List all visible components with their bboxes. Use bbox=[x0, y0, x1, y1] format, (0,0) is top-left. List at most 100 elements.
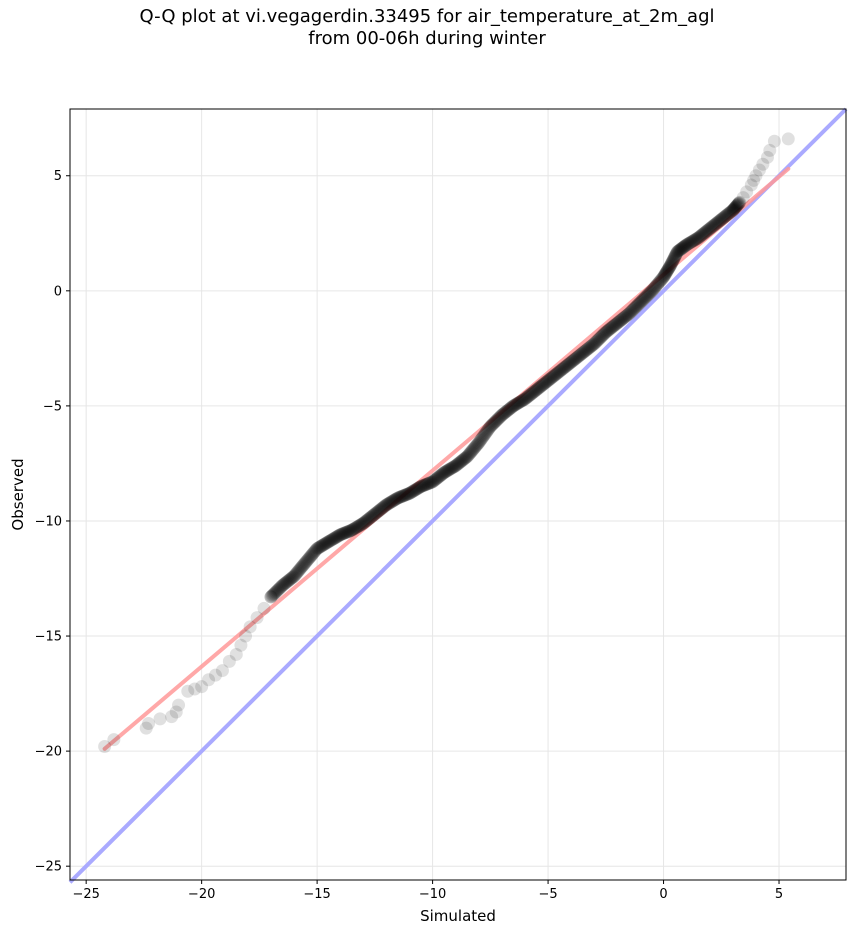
data-point bbox=[395, 489, 409, 503]
data-point bbox=[667, 251, 681, 265]
data-point bbox=[454, 454, 468, 468]
data-point bbox=[419, 477, 433, 491]
data-point bbox=[411, 481, 425, 495]
data-point bbox=[593, 331, 607, 345]
data-point bbox=[389, 492, 403, 506]
data-point bbox=[644, 285, 658, 299]
data-point bbox=[763, 143, 777, 157]
data-point bbox=[608, 318, 622, 332]
data-point bbox=[628, 301, 642, 315]
data-point bbox=[380, 497, 394, 511]
data-point bbox=[270, 584, 284, 598]
fit-line bbox=[102, 166, 791, 751]
data-point bbox=[704, 220, 718, 234]
data-point bbox=[384, 495, 398, 509]
data-point bbox=[665, 256, 679, 270]
data-point bbox=[671, 244, 685, 258]
data-point bbox=[637, 292, 651, 306]
data-point bbox=[490, 413, 504, 427]
chart-title: Q-Q plot at vi.vegagerdin.33495 for air_… bbox=[0, 6, 854, 50]
data-point bbox=[500, 404, 514, 418]
data-point bbox=[531, 381, 545, 395]
data-point bbox=[229, 647, 243, 661]
data-point bbox=[388, 493, 402, 507]
data-point bbox=[322, 535, 336, 549]
data-point bbox=[434, 468, 448, 482]
data-point bbox=[305, 548, 319, 562]
data-point bbox=[301, 552, 315, 566]
data-point bbox=[459, 451, 473, 465]
data-point bbox=[313, 540, 327, 554]
data-point bbox=[286, 570, 300, 584]
data-point bbox=[344, 524, 358, 538]
data-point bbox=[482, 422, 496, 436]
data-point bbox=[365, 510, 379, 524]
data-point bbox=[341, 524, 355, 538]
data-point bbox=[724, 205, 738, 219]
data-point bbox=[657, 269, 671, 283]
data-point bbox=[665, 255, 679, 269]
data-point bbox=[405, 485, 419, 499]
data-point bbox=[648, 280, 662, 294]
data-point bbox=[729, 199, 743, 213]
data-point bbox=[450, 457, 464, 471]
data-point bbox=[444, 462, 458, 476]
data-point bbox=[279, 576, 293, 590]
data-point bbox=[294, 561, 308, 575]
data-point bbox=[674, 242, 688, 256]
data-point bbox=[378, 499, 392, 513]
data-point bbox=[478, 427, 492, 441]
data-point bbox=[730, 198, 744, 212]
data-point bbox=[476, 430, 490, 444]
data-point bbox=[756, 157, 770, 171]
data-point bbox=[266, 588, 280, 602]
data-point bbox=[357, 516, 371, 530]
x-tick-label: −15 bbox=[303, 887, 330, 902]
data-point bbox=[373, 503, 387, 517]
data-point bbox=[304, 549, 318, 563]
data-point bbox=[407, 484, 421, 498]
data-point bbox=[714, 212, 728, 226]
data-point bbox=[491, 412, 505, 426]
data-point bbox=[550, 366, 564, 380]
data-point bbox=[346, 523, 360, 537]
data-point bbox=[466, 443, 480, 457]
data-point bbox=[529, 383, 543, 397]
data-point bbox=[567, 353, 581, 367]
data-point bbox=[525, 387, 539, 401]
data-point bbox=[567, 353, 581, 367]
data-point bbox=[680, 237, 694, 251]
data-point bbox=[703, 222, 717, 236]
data-point bbox=[453, 455, 467, 469]
data-point bbox=[293, 562, 307, 576]
data-point bbox=[719, 209, 733, 223]
data-point bbox=[287, 569, 301, 583]
data-point bbox=[767, 134, 781, 148]
data-point bbox=[596, 328, 610, 342]
data-point bbox=[387, 493, 401, 507]
data-point bbox=[638, 291, 652, 305]
data-point bbox=[327, 531, 341, 545]
data-point bbox=[617, 311, 631, 325]
data-point bbox=[366, 508, 380, 522]
data-point bbox=[342, 524, 356, 538]
data-point bbox=[568, 352, 582, 366]
data-point bbox=[398, 488, 412, 502]
data-point bbox=[694, 228, 708, 242]
data-point bbox=[391, 491, 405, 505]
data-point bbox=[526, 385, 540, 399]
data-point bbox=[537, 377, 551, 391]
data-point bbox=[634, 295, 648, 309]
data-point bbox=[285, 571, 299, 585]
data-point bbox=[623, 306, 637, 320]
data-point bbox=[521, 389, 535, 403]
data-point bbox=[699, 224, 713, 238]
data-point bbox=[565, 355, 579, 369]
data-point bbox=[709, 217, 723, 231]
data-point bbox=[685, 234, 699, 248]
data-point bbox=[563, 356, 577, 370]
data-point bbox=[304, 548, 318, 562]
data-point bbox=[663, 259, 677, 273]
data-point bbox=[760, 150, 774, 164]
data-point bbox=[338, 526, 352, 540]
